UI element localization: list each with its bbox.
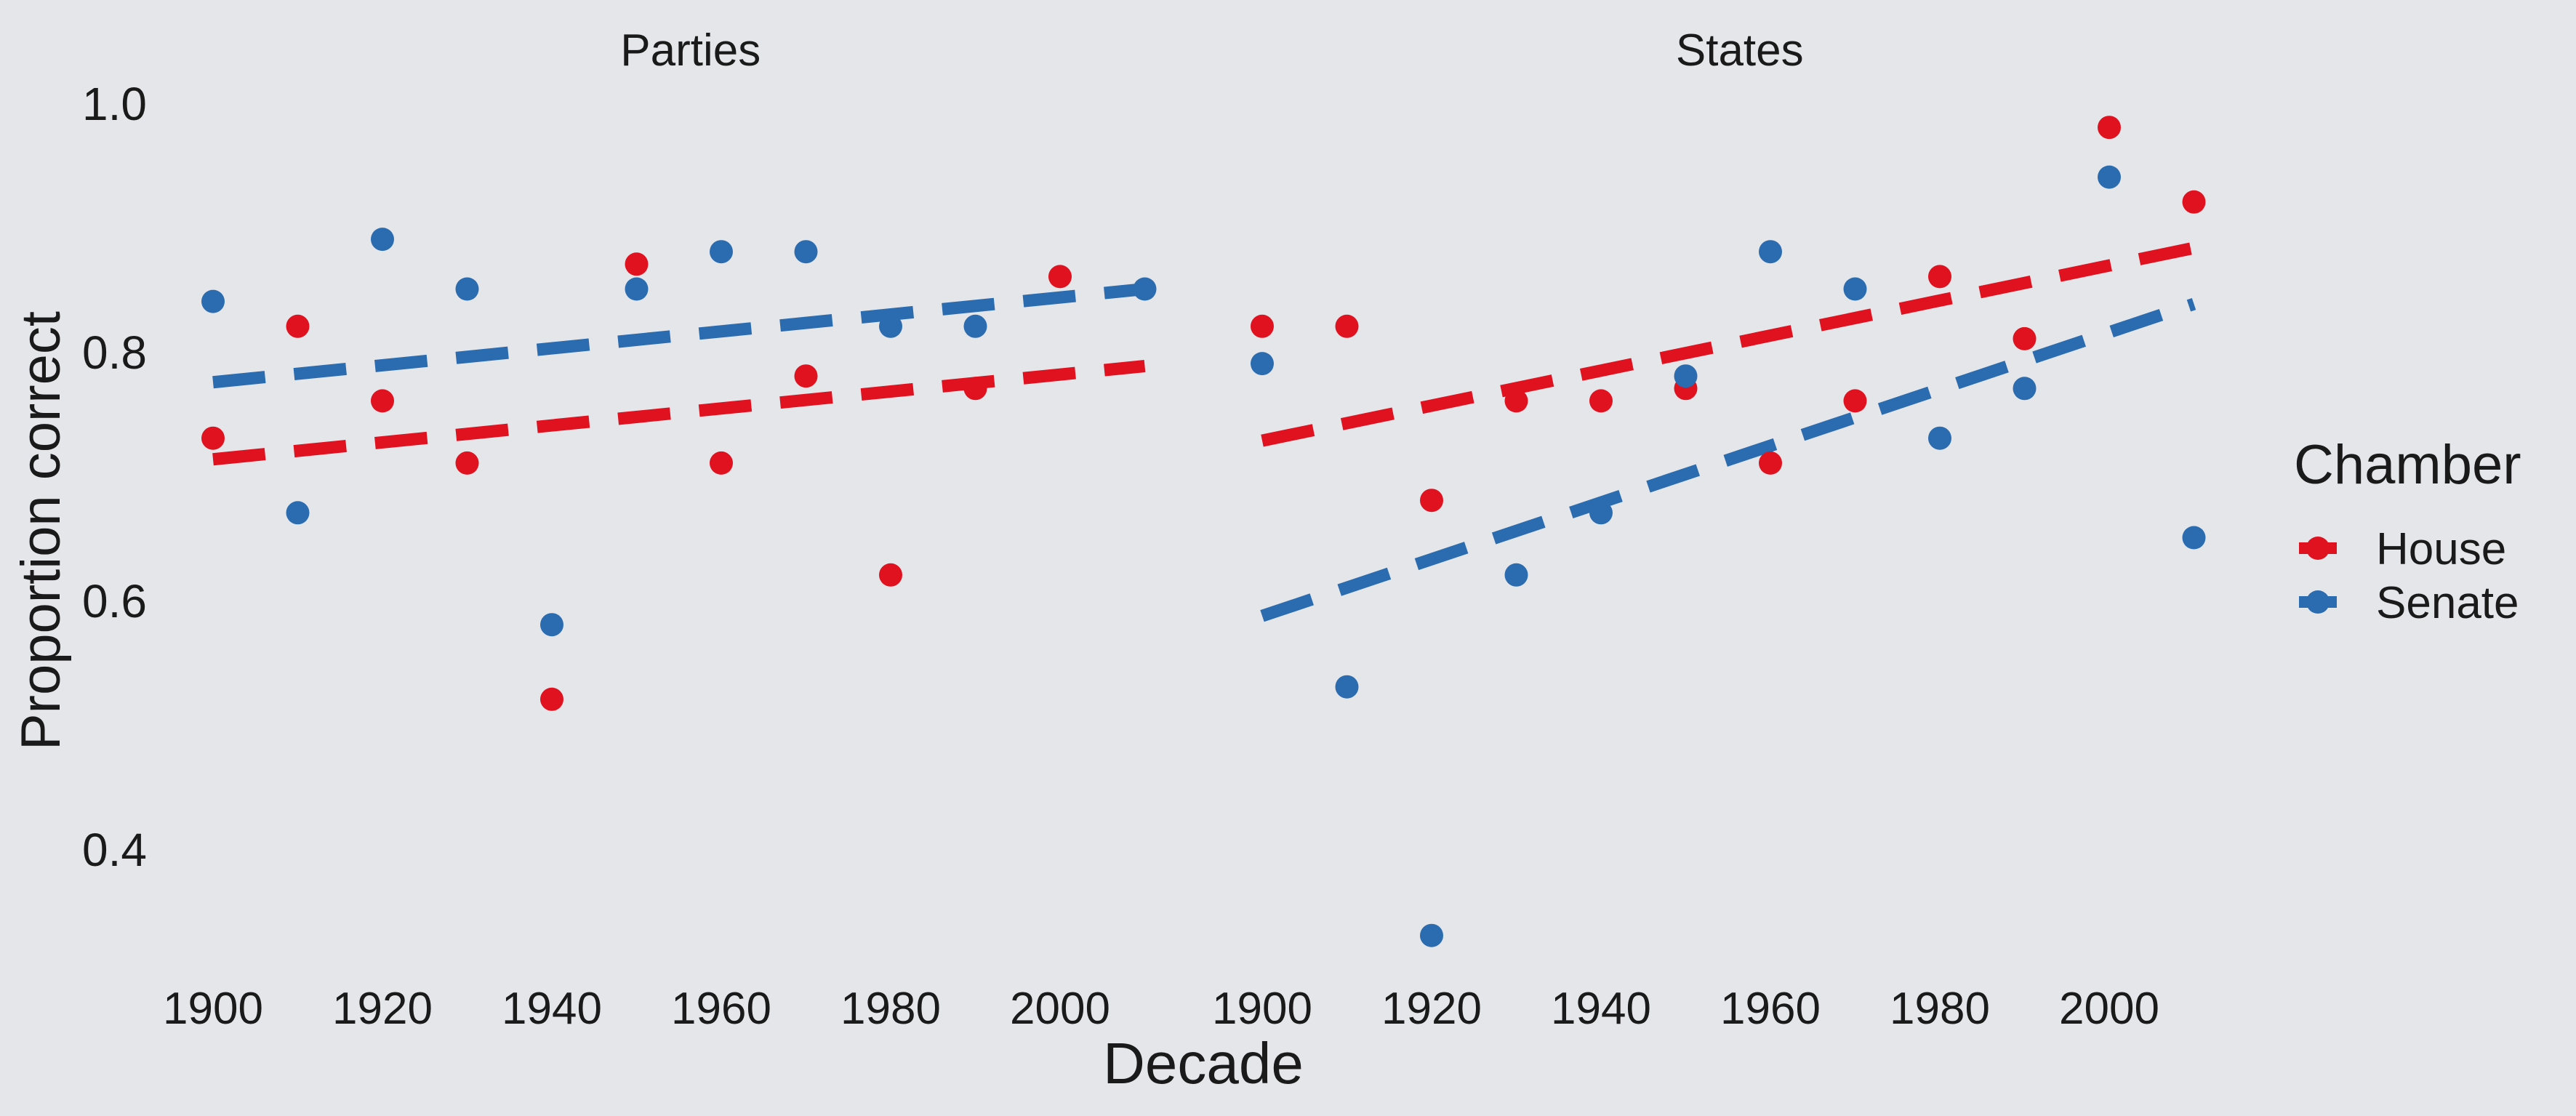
- data-point-senate: [625, 277, 649, 301]
- data-point-senate: [2098, 165, 2121, 189]
- data-point-house: [1928, 265, 1951, 289]
- data-point-senate: [879, 314, 902, 338]
- legend-label: House: [2376, 524, 2506, 574]
- data-point-house: [710, 451, 733, 475]
- data-point-senate: [710, 240, 733, 264]
- data-point-house: [1420, 489, 1443, 513]
- panel-title: States: [1676, 25, 1804, 76]
- x-tick-label: 1900: [163, 984, 263, 1034]
- y-tick-label: 0.6: [82, 575, 147, 627]
- x-tick-label: 1980: [1890, 984, 1990, 1034]
- legend-entry-senate: Senate: [2299, 578, 2519, 628]
- x-tick-label: 2000: [2059, 984, 2159, 1034]
- x-tick-label: 2000: [1010, 984, 1110, 1034]
- data-point-house: [2098, 116, 2121, 140]
- data-point-senate: [201, 289, 225, 313]
- data-point-house: [455, 451, 479, 475]
- data-point-house: [963, 377, 987, 401]
- data-point-senate: [2013, 377, 2037, 401]
- data-point-house: [879, 563, 902, 587]
- data-point-senate: [794, 240, 818, 264]
- data-point-senate: [455, 277, 479, 301]
- legend-entry-house: House: [2299, 524, 2506, 574]
- data-point-house: [1843, 389, 1867, 413]
- data-point-house: [625, 252, 649, 276]
- panel-parties: Parties 1900 1920 1940 1960 1980 2000: [163, 25, 1157, 1034]
- x-tick-label: 1900: [1212, 984, 1312, 1034]
- legend-title: Chamber: [2294, 434, 2521, 496]
- data-point-senate: [1251, 352, 1274, 376]
- x-axis-title: Decade: [1103, 1031, 1304, 1096]
- data-point-senate: [286, 501, 310, 525]
- x-tick-label: 1920: [332, 984, 433, 1034]
- trend-line-senate: [212, 283, 1146, 389]
- panel-states: States 1900 1920 1940 1960 1980 2000: [1212, 25, 2206, 1034]
- data-point-senate: [371, 228, 394, 252]
- data-point-senate: [1420, 923, 1443, 947]
- data-point-house: [2013, 326, 2037, 350]
- data-point-house: [286, 314, 310, 338]
- data-point-house: [1504, 389, 1528, 413]
- data-point-house: [1251, 314, 1274, 338]
- data-point-senate: [1335, 675, 1359, 699]
- x-tick-label: 1920: [1381, 984, 1482, 1034]
- data-point-senate: [963, 314, 987, 338]
- data-point-senate: [1674, 364, 1698, 388]
- data-point-house: [1589, 389, 1613, 413]
- data-point-senate: [540, 613, 563, 637]
- x-tick-label: 1980: [840, 984, 941, 1034]
- x-tick-label: 1940: [1551, 984, 1651, 1034]
- data-point-house: [540, 687, 563, 711]
- trend-line-house: [212, 360, 1146, 466]
- y-tick-label: 0.4: [82, 824, 147, 876]
- data-point-house: [794, 364, 818, 388]
- panel-title: Parties: [620, 25, 761, 76]
- y-tick-label: 0.8: [82, 326, 147, 379]
- legend-key-point: [2306, 537, 2330, 560]
- trend-line-senate: [1260, 297, 2196, 622]
- data-point-house: [1335, 314, 1359, 338]
- data-point-senate: [1504, 563, 1528, 587]
- data-point-senate: [1759, 240, 1782, 264]
- data-point-house: [371, 389, 394, 413]
- legend-key-point: [2306, 590, 2330, 614]
- data-point-house: [201, 426, 225, 450]
- data-point-senate: [2182, 526, 2206, 550]
- y-tick-label: 1.0: [82, 78, 147, 130]
- data-point-senate: [1589, 501, 1613, 525]
- chart-panels: Parties 1900 1920 1940 1960 1980 2000 States 190…: [163, 25, 2206, 1034]
- y-axis-title: Proportion correct: [10, 311, 72, 750]
- data-point-senate: [1133, 277, 1157, 301]
- legend-label: Senate: [2376, 578, 2519, 628]
- y-axis-tick-labels: 0.4 0.6 0.8 1.0: [82, 78, 147, 876]
- data-point-senate: [1843, 277, 1867, 301]
- data-point-house: [2182, 190, 2206, 214]
- x-tick-label: 1960: [1720, 984, 1821, 1034]
- x-tick-label: 1960: [671, 984, 771, 1034]
- data-point-house: [1759, 451, 1782, 475]
- x-tick-label: 1940: [502, 984, 602, 1034]
- data-point-house: [1048, 265, 1072, 289]
- data-point-senate: [1928, 426, 1951, 450]
